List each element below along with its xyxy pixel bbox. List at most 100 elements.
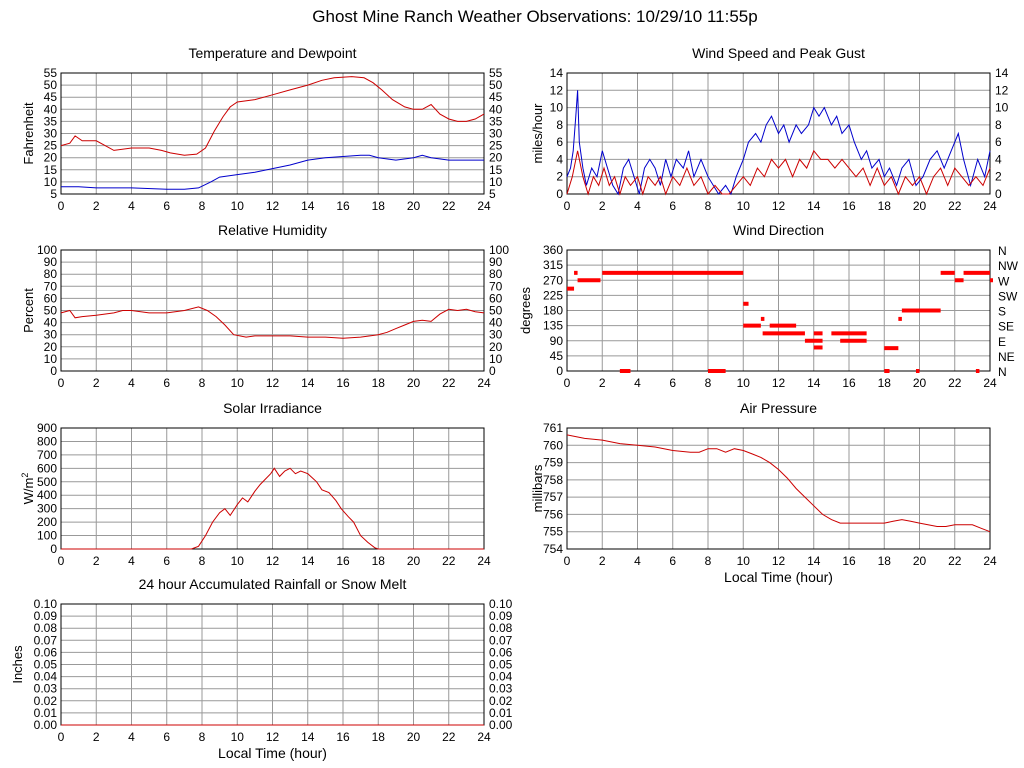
x-tick-label: 6 xyxy=(163,730,170,744)
y-tick-label: 761 xyxy=(543,421,563,435)
chart-title: Wind Direction xyxy=(733,222,824,238)
y-tick-label-right: 10 xyxy=(995,101,1009,115)
y-tick-label: 40 xyxy=(44,102,58,116)
series-line xyxy=(60,306,485,339)
x-tick-label: 18 xyxy=(878,199,892,213)
y-tick-label: 0 xyxy=(556,187,563,201)
y-tick-label: 600 xyxy=(37,461,57,475)
y-tick-label: 15 xyxy=(44,163,58,177)
x-tick-label: 6 xyxy=(669,376,676,390)
x-tick-label: 22 xyxy=(442,554,456,568)
x-tick-label: 8 xyxy=(199,199,206,213)
x-tick-label: 10 xyxy=(231,554,245,568)
y-axis-label-superscript: 2 xyxy=(20,473,30,478)
x-tick-label: 24 xyxy=(477,554,491,568)
y-tick-label-right: 15 xyxy=(489,163,503,177)
plot-frame xyxy=(566,72,991,195)
direction-point xyxy=(898,316,902,321)
y-tick-label: 40 xyxy=(44,316,58,330)
direction-point xyxy=(975,369,980,373)
direction-point xyxy=(743,301,749,306)
y-tick-label: 5 xyxy=(50,187,57,201)
direction-point xyxy=(840,338,867,343)
y-tick-label: 900 xyxy=(37,421,57,435)
direction-label: SW xyxy=(998,289,1018,303)
y-tick-label-right: 0.10 xyxy=(489,597,513,611)
y-tick-label-right: 0 xyxy=(489,364,496,378)
plot-frame xyxy=(60,427,485,550)
direction-point xyxy=(954,278,964,283)
x-axis-label: Local Time (hour) xyxy=(724,569,833,585)
x-tick-label: 20 xyxy=(913,199,927,213)
y-tick-label: 25 xyxy=(44,139,58,153)
y-tick-label: 0.05 xyxy=(34,658,58,672)
y-tick-label: 55 xyxy=(44,66,58,80)
x-tick-label: 0 xyxy=(58,376,65,390)
y-tick-label-right: 0.09 xyxy=(489,609,513,623)
y-tick-label-right: 70 xyxy=(489,279,503,293)
x-tick-label: 12 xyxy=(266,199,280,213)
y-tick-label: 30 xyxy=(44,328,58,342)
x-tick-label: 18 xyxy=(878,554,892,568)
direction-label: S xyxy=(998,305,1006,319)
y-tick-label-right: 50 xyxy=(489,78,503,92)
y-tick-label-right: 8 xyxy=(995,118,1002,132)
x-tick-label: 0 xyxy=(58,199,65,213)
x-tick-label: 16 xyxy=(842,199,856,213)
x-tick-label: 24 xyxy=(983,376,997,390)
direction-point xyxy=(940,270,955,275)
y-axis-label: millibars xyxy=(530,464,545,512)
y-tick-label: 270 xyxy=(543,273,563,287)
direction-point xyxy=(884,346,899,351)
y-tick-label-right: 0.00 xyxy=(489,718,513,732)
x-tick-label: 16 xyxy=(336,730,350,744)
y-tick-label: 400 xyxy=(37,488,57,502)
chart-title: Wind Speed and Peak Gust xyxy=(692,45,865,61)
y-tick-label-right: 30 xyxy=(489,328,503,342)
direction-point xyxy=(760,316,765,321)
y-tick-label: 756 xyxy=(543,507,563,521)
x-tick-label: 24 xyxy=(983,554,997,568)
x-tick-label: 20 xyxy=(913,376,927,390)
y-tick-label-right: 0.05 xyxy=(489,658,513,672)
y-tick-label-right: 55 xyxy=(489,66,503,80)
x-tick-label: 0 xyxy=(58,554,65,568)
y-axis-label: Inches xyxy=(10,645,25,684)
y-tick-label: 700 xyxy=(37,448,57,462)
x-tick-label: 16 xyxy=(336,376,350,390)
y-tick-label: 0.08 xyxy=(34,621,58,635)
y-tick-label: 50 xyxy=(44,304,58,318)
y-tick-label: 35 xyxy=(44,114,58,128)
x-tick-label: 24 xyxy=(983,199,997,213)
x-tick-label: 0 xyxy=(564,554,571,568)
y-tick-label: 0.06 xyxy=(34,645,58,659)
y-tick-label: 0.00 xyxy=(34,718,58,732)
direction-point xyxy=(577,278,601,283)
y-tick-label-right: 5 xyxy=(489,187,496,201)
y-tick-label-right: 14 xyxy=(995,66,1009,80)
y-tick-label: 14 xyxy=(550,66,564,80)
x-tick-label: 2 xyxy=(93,730,100,744)
x-tick-label: 16 xyxy=(842,376,856,390)
direction-point xyxy=(884,369,890,373)
y-tick-label-right: 0.01 xyxy=(489,706,513,720)
series-line xyxy=(60,76,485,156)
direction-point xyxy=(762,331,805,336)
x-tick-label: 8 xyxy=(705,199,712,213)
y-tick-label: 50 xyxy=(44,78,58,92)
x-tick-label: 4 xyxy=(128,376,135,390)
y-tick-label: 80 xyxy=(44,267,58,281)
y-tick-label-right: 2 xyxy=(995,170,1002,184)
x-tick-label: 4 xyxy=(128,554,135,568)
y-tick-label-right: 50 xyxy=(489,304,503,318)
x-tick-label: 0 xyxy=(564,376,571,390)
page-title: Ghost Mine Ranch Weather Observations: 1… xyxy=(312,7,758,26)
y-tick-label: 0.02 xyxy=(34,694,58,708)
x-tick-label: 18 xyxy=(372,199,386,213)
y-tick-label-right: 60 xyxy=(489,291,503,305)
y-tick-label: 755 xyxy=(543,525,563,539)
direction-point xyxy=(567,286,575,291)
y-tick-label: 20 xyxy=(44,340,58,354)
x-tick-label: 22 xyxy=(442,199,456,213)
y-axis-label: degrees xyxy=(518,287,533,334)
